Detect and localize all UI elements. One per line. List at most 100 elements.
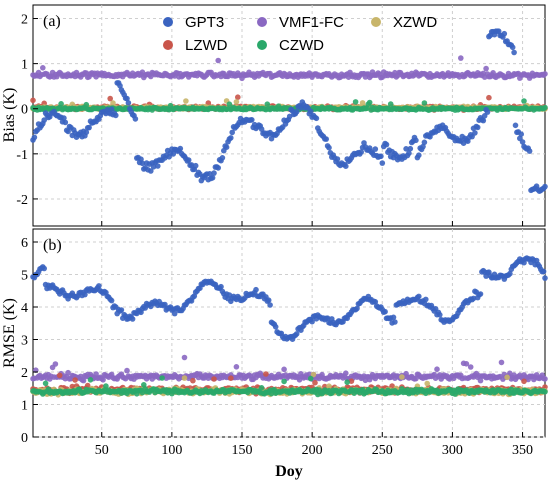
legend-item-czwd: CZWD [257,37,324,54]
point-vmf1fc [434,366,440,373]
point-gpt3 [219,155,226,161]
point-gpt3 [407,145,414,152]
point-gpt3 [512,122,519,129]
panel-label-a: (a) [43,13,61,30]
y-tick-label-a: 0 [21,103,28,118]
x-tick-label: 50 [95,443,109,458]
point-czwd [352,99,359,105]
point-czwd [281,378,287,385]
point-vmf1fc [542,71,548,77]
point-gpt3 [258,126,265,132]
point-gpt3 [86,124,92,131]
point-gpt3 [272,324,279,330]
point-gpt3 [542,275,548,281]
point-gpt3 [218,283,224,290]
legend: GPT3 VMF1-FC XZWD LZWD CZWD [163,14,437,54]
point-czwd [159,375,165,381]
point-gpt3 [378,153,384,160]
point-vmf1fc [507,370,513,377]
point-gpt3 [416,152,422,158]
x-tick-label: 150 [232,443,253,458]
point-vmf1fc [458,55,464,61]
point-vmf1fc [542,376,548,382]
point-gpt3 [185,157,192,163]
point-gpt3 [501,30,508,37]
point-xzwd [233,99,240,105]
point-gpt3 [132,116,139,122]
scatter-points-a [30,28,548,194]
ticks-b: 50 100 150 200 250 300 350 0 1 2 3 4 5 6 [21,236,533,458]
point-lzwd [521,378,527,385]
point-gpt3 [267,302,273,308]
point-vmf1fc [463,361,470,367]
y-tick-label-b: 6 [21,236,28,251]
y-tick-label-a: 2 [21,13,28,28]
point-gpt3 [518,131,524,137]
legend-label-lzwd: LZWD [185,37,228,54]
legend-item-lzwd: LZWD [163,37,228,54]
y-tick-label-b: 0 [21,431,28,446]
point-gpt3 [326,144,332,151]
point-gpt3 [31,134,38,141]
legend-label-czwd: CZWD [279,37,324,54]
point-gpt3 [472,130,478,136]
point-gpt3 [413,137,419,144]
point-gpt3 [420,143,426,150]
y-tick-label-b: 2 [21,366,28,381]
point-gpt3 [379,160,386,166]
point-vmf1fc [100,377,106,383]
point-gpt3 [62,119,69,126]
point-czwd [542,104,548,111]
point-lzwd [263,371,269,377]
point-gpt3 [108,297,115,304]
point-lzwd [348,378,355,385]
point-czwd [42,380,49,387]
point-lzwd [486,94,492,101]
point-gpt3 [542,183,548,190]
point-gpt3 [307,108,314,115]
legend-label-vmf1fc: VMF1-FC [279,14,344,31]
point-czwd [421,100,428,106]
point-gpt3 [526,148,533,154]
point-vmf1fc [413,375,419,382]
point-gpt3 [206,171,213,177]
point-gpt3 [324,315,331,322]
point-gpt3 [511,49,517,56]
point-gpt3 [155,163,161,169]
point-czwd [58,101,64,107]
point-gpt3 [470,295,477,302]
point-gpt3 [108,106,115,112]
point-gpt3 [96,283,102,289]
point-xzwd [181,375,188,381]
legend-marker-vmf1fc [257,17,267,27]
point-xzwd [326,383,332,390]
x-tick-label: 300 [442,443,463,458]
point-xzwd [183,98,189,104]
point-gpt3 [148,168,154,174]
point-gpt3 [293,109,300,115]
point-lzwd [56,372,63,379]
x-axis-title: Doy [275,463,303,480]
panel-label-b: (b) [43,237,62,254]
point-gpt3 [124,95,130,102]
point-xzwd [424,380,431,387]
point-czwd [542,389,548,395]
point-vmf1fc [477,377,484,384]
x-tick-label: 250 [372,443,393,458]
point-czwd [103,383,109,389]
point-vmf1fc [124,367,130,374]
y-tick-label-a: -2 [16,193,28,208]
point-gpt3 [480,117,487,124]
point-vmf1fc [80,377,87,384]
y-axis-title-b: RMSE (K) [1,298,18,368]
point-xzwd [504,374,510,381]
point-vmf1fc [65,369,71,376]
point-lzwd [235,94,241,100]
point-gpt3 [354,305,360,312]
point-gpt3 [192,162,199,169]
point-gpt3 [83,129,90,136]
ticks-a: -2 -1 0 1 2 [16,13,524,226]
panel-rmse: 50 100 150 200 250 300 350 0 1 2 3 4 5 6 (b) RMSE (K) [1,228,548,458]
point-gpt3 [125,100,132,106]
